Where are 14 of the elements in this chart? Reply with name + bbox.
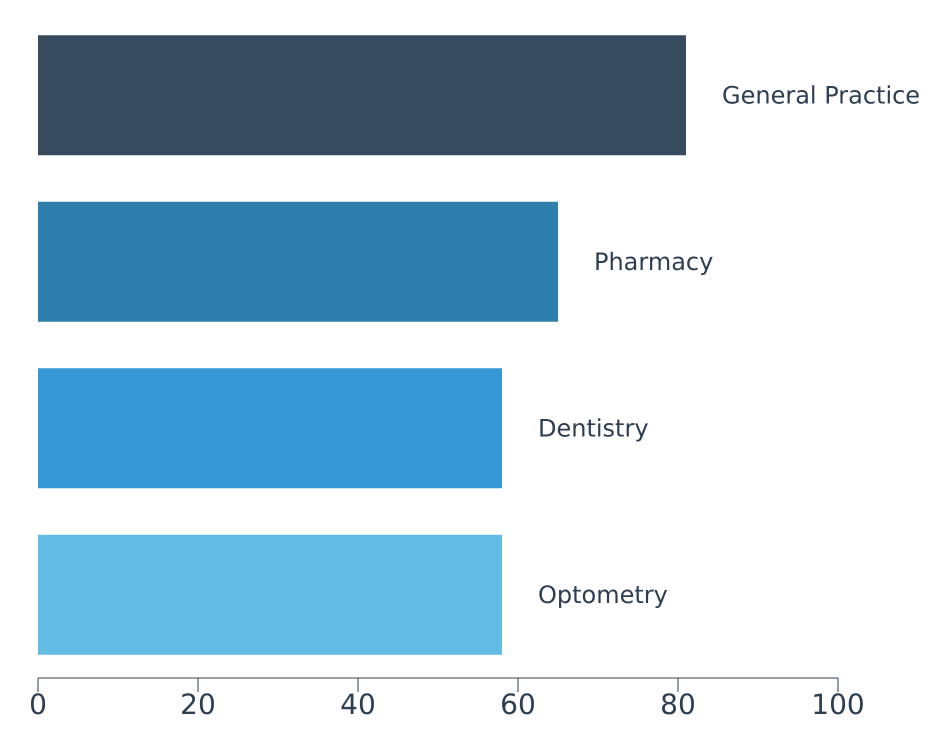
bar (38, 534, 502, 655)
y-tick-label: Optometry (538, 580, 668, 609)
bar (38, 202, 558, 322)
bar (38, 35, 686, 156)
x-tick-label: 60 (500, 688, 536, 721)
x-tick-label: 100 (811, 688, 865, 721)
y-tick-label: Dentistry (538, 414, 649, 442)
y-tick-label: General Practice (722, 81, 920, 110)
bar (38, 368, 502, 488)
x-tick-label: 20 (180, 688, 216, 721)
x-tick-label: 0 (29, 688, 47, 721)
x-tick-label: 80 (660, 688, 696, 721)
y-tick-label: Pharmacy (594, 248, 714, 276)
x-tick-label: 40 (340, 688, 376, 721)
